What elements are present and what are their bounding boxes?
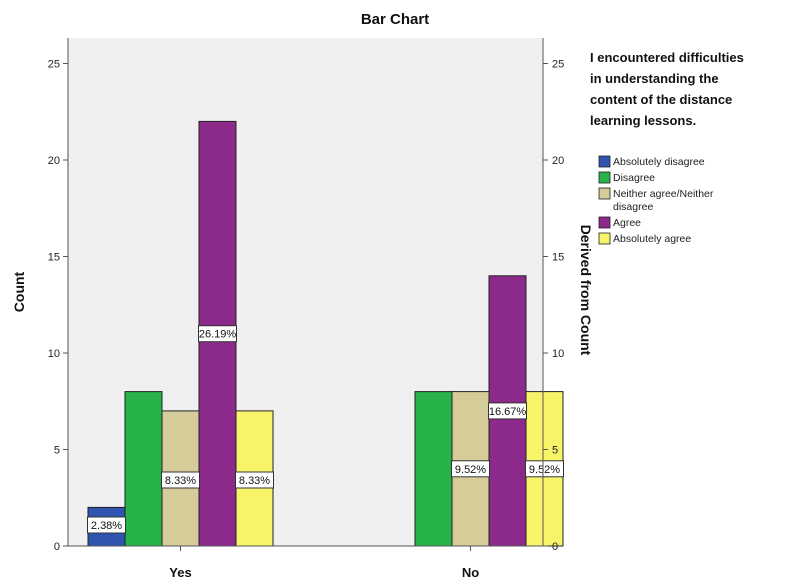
data-label: 9.52% (529, 464, 560, 476)
y-tick-label: 5 (54, 445, 60, 457)
legend-swatch-absolutely-agree (598, 232, 611, 245)
data-label-box (525, 460, 564, 478)
legend-title-line: in understanding the (590, 71, 719, 86)
y2-tick-label: 0 (552, 541, 558, 553)
legend-swatch-agree (598, 216, 611, 229)
data-label-box (451, 460, 490, 478)
legend-swatch-neither-agree-neither-disagree (598, 187, 611, 200)
data-label: 2.38% (91, 520, 122, 532)
chart-title: Bar Chart (361, 11, 429, 28)
x-tick-label-yes: Yes (169, 565, 191, 580)
data-label: 16.67% (489, 406, 527, 418)
legend-label-neither-agree-neither-disagree: Neither agree/Neither (613, 188, 714, 200)
bar-yes-disagree (124, 391, 163, 547)
y2-tick-label: 5 (552, 445, 558, 457)
data-label: 8.33% (239, 475, 270, 487)
ticks-layer: Yes No 0 5 10 15 20 25 0 5 10 15 20 25 (48, 59, 565, 581)
y2-tick-label: 15 (552, 252, 564, 264)
y2-tick-label: 25 (552, 59, 564, 71)
y-axis-title: Count (11, 271, 27, 312)
data-label-box (198, 325, 237, 343)
y-tick-label: 20 (48, 155, 60, 167)
legend-label-agree: Agree (613, 217, 641, 229)
legend: I encountered difficulties in understandi… (590, 50, 744, 245)
legend-title-line: content of the distance (590, 92, 732, 107)
legend-title-line: learning lessons. (590, 113, 696, 128)
legend-label-neither-agree-neither-disagree: disagree (613, 201, 653, 213)
legend-swatch-disagree (598, 171, 611, 184)
y-tick-label: 25 (48, 59, 60, 71)
legend-label-absolutely-disagree: Absolutely disagree (613, 156, 705, 168)
bar-no-disagree (414, 391, 453, 547)
data-labels-layer: 2.38% 8.33% 26.19% 8.33% 9.52% 16.67% 9.52% (87, 325, 564, 534)
legend-swatch-absolutely-disagree (598, 155, 611, 168)
legend-label-disagree: Disagree (613, 172, 655, 184)
y2-tick-label: 10 (552, 348, 564, 360)
y-tick-label: 15 (48, 252, 60, 264)
legend-label-absolutely-agree: Absolutely agree (613, 233, 691, 245)
data-label: 8.33% (165, 475, 196, 487)
y2-tick-label: 20 (552, 155, 564, 167)
data-label: 9.52% (455, 464, 486, 476)
x-tick-label-no: No (462, 565, 479, 580)
data-label-box (87, 516, 126, 534)
y-tick-label: 10 (48, 348, 60, 360)
data-label: 26.19% (199, 329, 237, 341)
data-label-box (488, 402, 527, 420)
data-label-box (235, 471, 274, 489)
legend-title-line: I encountered difficulties (590, 50, 744, 65)
y2-axis-title: Derived from Count (578, 225, 594, 356)
data-label-box (161, 471, 200, 489)
y-tick-label: 0 (54, 541, 60, 553)
